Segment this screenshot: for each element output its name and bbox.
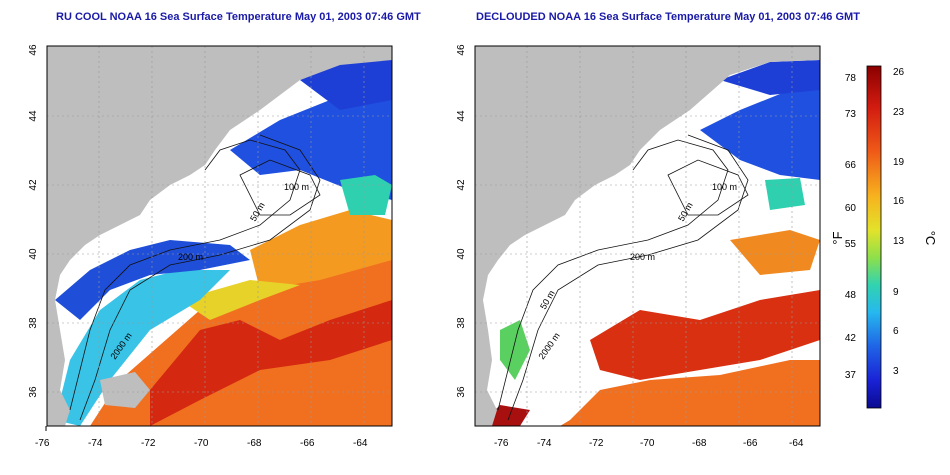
sst-north-blue [720, 60, 820, 95]
right-y-axis: 46 44 42 40 38 36 [456, 44, 467, 398]
sst-teal-eddy [765, 178, 805, 210]
sst-shelf-green [500, 320, 530, 380]
contour-label-200m: 200 m [630, 252, 655, 262]
x-tick-label: -68 [692, 438, 707, 449]
sst-yellow-band [180, 280, 300, 320]
x-tick-label: -72 [589, 438, 604, 449]
fahrenheit-unit-label: °F [830, 231, 845, 244]
right-map-title: DECLOUDED NOAA 16 Sea Surface Temperatur… [476, 11, 860, 23]
sst-orange-region [250, 210, 392, 290]
c-tick-label: 23 [893, 107, 905, 118]
sst-gulf-maine-blue [700, 85, 820, 180]
left-map-frame [46, 45, 393, 427]
left-x-axis: -76 -74 -72 -70 -68 -66 -64 [35, 426, 368, 449]
x-tick-label: -70 [640, 438, 655, 449]
x-tick-label: -74 [537, 438, 552, 449]
y-tick-label: 46 [28, 44, 39, 56]
right-map-panel: 100 m 50 m 200 m 50 m 2000 m -76 -74 -72… [456, 44, 821, 449]
left-map-title: RU COOL NOAA 16 Sea Surface Temperature … [56, 11, 421, 23]
f-tick-label: 48 [845, 290, 857, 301]
celsius-unit-label: °C [923, 231, 938, 246]
bathymetry-contours [69, 134, 321, 421]
sst-orange-patch [730, 230, 820, 275]
y-tick-label: 36 [28, 386, 39, 398]
land-cape [100, 372, 150, 408]
land-mass [475, 46, 820, 426]
sst-warm-region [560, 360, 820, 426]
f-tick-label: 42 [845, 333, 857, 344]
x-tick-label: -64 [789, 438, 804, 449]
c-tick-label: 9 [893, 287, 899, 298]
f-tick-label: 73 [845, 109, 857, 120]
right-x-axis: -76 -74 -72 -70 -68 -66 -64 [494, 438, 804, 449]
c-tick-label: 16 [893, 196, 905, 207]
f-tick-label: 60 [845, 203, 857, 214]
y-tick-label: 40 [456, 248, 467, 260]
sst-hot-region [150, 300, 392, 426]
y-tick-label: 44 [28, 110, 39, 122]
colorbar-panel: 78 73 66 60 55 48 42 37 26 23 19 16 13 9… [830, 65, 938, 409]
y-tick-label: 38 [456, 317, 467, 329]
x-tick-label: -66 [300, 438, 315, 449]
colorbar [866, 65, 882, 409]
graticule [47, 46, 392, 426]
f-tick-label: 66 [845, 160, 857, 171]
bathymetry-contours [497, 134, 749, 421]
y-tick-label: 40 [28, 248, 39, 260]
c-tick-label: 6 [893, 326, 899, 337]
f-tick-label: 78 [845, 73, 857, 84]
y-tick-label: 42 [456, 179, 467, 191]
f-tick-label: 55 [845, 239, 857, 250]
y-tick-label: 46 [456, 44, 467, 56]
y-tick-label: 38 [28, 317, 39, 329]
x-tick-label: -64 [353, 438, 368, 449]
sst-hot-region [590, 290, 820, 380]
left-map-plot: 100 m 50 m 200 m 2000 m [47, 46, 392, 426]
land-mass [47, 46, 392, 426]
sst-gulf-maine-blue [230, 90, 392, 200]
x-tick-label: -72 [141, 438, 156, 449]
c-tick-label: 19 [893, 157, 905, 168]
y-tick-label: 44 [456, 110, 467, 122]
x-tick-label: -74 [88, 438, 103, 449]
c-tick-label: 13 [893, 236, 905, 247]
left-map-panel: 100 m 50 m 200 m 2000 m -76 -74 -72 -70 … [28, 44, 393, 449]
f-tick-label: 37 [845, 370, 857, 381]
graticule [475, 46, 820, 426]
c-tick-label: 3 [893, 366, 899, 377]
c-tick-label: 26 [893, 67, 905, 78]
x-tick-label: -76 [494, 438, 509, 449]
x-tick-label: -76 [35, 438, 50, 449]
right-map-plot: 100 m 50 m 200 m 50 m 2000 m [475, 46, 820, 426]
contour-label-100m: 100 m [284, 182, 309, 192]
right-map-frame [474, 45, 821, 427]
y-tick-label: 36 [456, 386, 467, 398]
contour-label-200m: 200 m [178, 252, 203, 262]
sst-shelf-blue [55, 240, 250, 320]
left-y-axis: 46 44 42 40 38 36 [28, 44, 39, 398]
x-tick-label: -70 [194, 438, 209, 449]
colorbar-fahrenheit-ticks: 78 73 66 60 55 48 42 37 [845, 73, 857, 381]
x-tick-label: -66 [743, 438, 758, 449]
sst-north-blue [300, 55, 392, 110]
x-tick-label: -68 [247, 438, 262, 449]
colorbar-celsius-ticks: 26 23 19 16 13 9 6 3 [893, 67, 905, 377]
contour-label-100m: 100 m [712, 182, 737, 192]
y-tick-label: 42 [28, 179, 39, 191]
